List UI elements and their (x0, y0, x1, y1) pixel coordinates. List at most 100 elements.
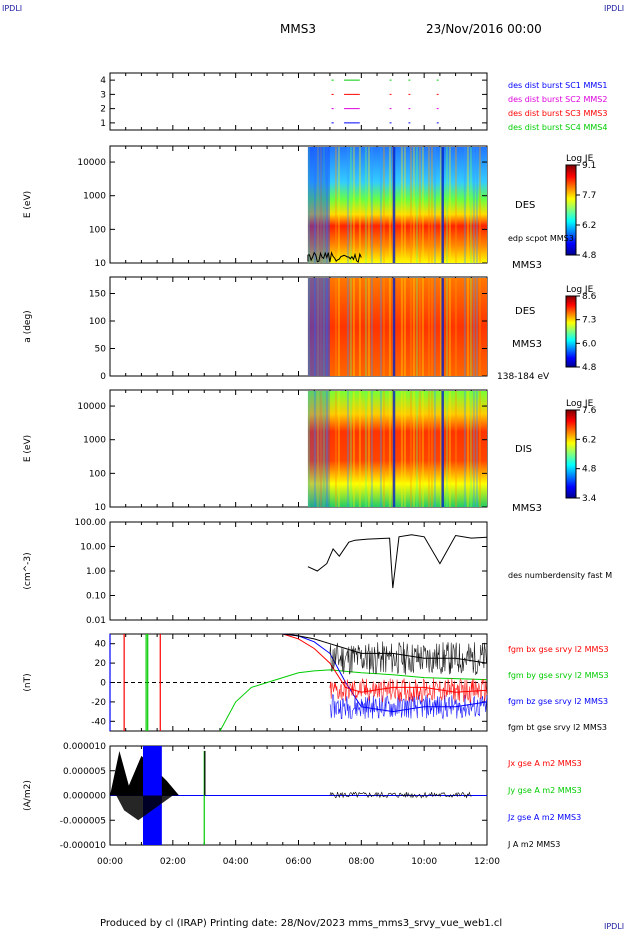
spectrogram-stripe (349, 147, 352, 263)
spectrogram-stripe (388, 391, 391, 507)
y-tick-label: 40 (95, 640, 107, 650)
scpot-trace (307, 251, 362, 264)
panel-frame-burst (109, 72, 488, 131)
corner-label-left: IPDLI (2, 4, 23, 13)
y-tick-label: -20 (91, 698, 106, 708)
colorbar-title: Log JE (566, 399, 594, 409)
spectrogram-stripe (418, 147, 421, 263)
spectrogram-stripe (307, 147, 310, 263)
spectrogram-stripe (337, 391, 340, 507)
current-noise (329, 791, 472, 799)
spectrogram-stripe (337, 147, 340, 263)
density-line (307, 534, 488, 589)
spectrogram-stripe (400, 147, 403, 263)
y-tick-label: 150 (89, 290, 106, 300)
spectrogram-stripe (427, 391, 430, 507)
legend-entry: Jy gse A m2 MMS3 (507, 786, 582, 795)
scpot-label: edp scpot MMS3 (508, 234, 574, 243)
legend-entry: Jz gse A m2 MMS3 (507, 813, 581, 822)
spectrogram-stripe (388, 278, 391, 376)
spectrogram-stripe (472, 278, 475, 376)
colorbar-tick-label: 3.4 (582, 494, 597, 504)
spectrogram-stripe (427, 147, 430, 263)
spectrogram-stripe (454, 278, 457, 376)
spectrogram-stripe (322, 391, 325, 507)
y-tick-label: 1000 (83, 192, 106, 202)
y-tick-label: 10 (95, 259, 107, 269)
x-tick-label: 08:00 (348, 857, 374, 867)
y-tick-label: 0.000005 (63, 767, 106, 777)
y-tick-label: 0 (100, 372, 106, 382)
spectrogram-stripe (325, 147, 328, 263)
y-tick-label: 0.000000 (63, 792, 106, 802)
x-tick-label: 06:00 (286, 857, 312, 867)
y-tick-label: 4 (100, 76, 106, 86)
spectrogram-gap (392, 147, 396, 263)
field-noise (329, 678, 488, 703)
spectrogram-stripe (439, 391, 442, 507)
legend-entry: fgm bz gse srvy l2 MMS3 (508, 697, 608, 706)
field-noise (329, 641, 488, 676)
y-tick-label: 100 (89, 469, 106, 479)
colorbar-title: Log JE (566, 154, 594, 164)
spectrogram-stripe (352, 391, 355, 507)
spectrogram-stripe (415, 391, 418, 507)
x-tick-label: 12:00 (474, 857, 500, 867)
spectrogram-stripe (358, 391, 361, 507)
spacecraft-label: MMS3 (512, 339, 542, 350)
colorbar-tick-label: 6.2 (582, 435, 596, 445)
colorbar-title: Log JE (566, 285, 594, 295)
x-tick-label: 02:00 (160, 857, 186, 867)
spectrogram-stripe (454, 391, 457, 507)
spectrogram-stripe (409, 147, 412, 263)
spectrogram-stripe (412, 391, 415, 507)
spectrogram-stripe (469, 391, 472, 507)
spectrogram-stripe (313, 147, 316, 263)
spectrogram-stripe (325, 391, 328, 507)
spectrogram-stripe (463, 278, 466, 376)
spectrogram-stripe (418, 391, 421, 507)
spectrogram-stripe (409, 278, 412, 376)
spectrogram-early (307, 391, 330, 507)
spectrogram-stripe (364, 391, 367, 507)
spectrogram-stripe (307, 391, 310, 507)
spectrogram-stripe (433, 147, 436, 263)
spectrogram-stripe (439, 147, 442, 263)
spectrogram-fill (307, 147, 487, 263)
spectrogram-stripe (472, 147, 475, 263)
y-tick-label: 10 (95, 503, 107, 513)
y-axis-label: E (eV) (23, 435, 33, 462)
current-envelope-neg (116, 795, 173, 821)
spectrogram-stripe (346, 391, 349, 507)
legend-entry: des numberdensity fast M (508, 571, 612, 580)
spectrogram-stripe (370, 391, 373, 507)
legend-entry: des dist burst SC2 MMS2 (508, 95, 607, 104)
spectrogram-fill (307, 391, 487, 507)
spectrogram-gap (441, 147, 444, 263)
y-axis-label: E (eV) (23, 191, 33, 218)
legend-entry: fgm by gse srvy l2 MMS3 (508, 671, 609, 680)
y-tick-label: 0.10 (86, 592, 106, 602)
spectrogram-stripe (346, 278, 349, 376)
spectrogram-stripe (400, 278, 403, 376)
spectrogram-gap (441, 391, 444, 507)
corner-label-right: IPDLI (604, 4, 625, 13)
colorbar-tick-label: 4.8 (582, 465, 597, 475)
spectrogram-stripe (367, 391, 370, 507)
spectrogram-gap (441, 278, 444, 376)
spectrogram-stripe (346, 147, 349, 263)
spectrogram-stripe (418, 278, 421, 376)
header-spacecraft: MMS3 (280, 22, 316, 36)
legend-entry: J A m2 MMS3 (507, 840, 560, 849)
spectrogram-stripe (370, 147, 373, 263)
y-tick-label: 100 (89, 317, 106, 327)
spectrogram-gap (392, 391, 396, 507)
spectrogram-stripe (319, 391, 322, 507)
spectrogram-stripe (319, 147, 322, 263)
y-tick-label: -40 (91, 717, 106, 727)
colorbar-tick-label: 4.8 (582, 251, 597, 261)
spectrogram-stripe (478, 278, 481, 376)
spectrogram-stripe (349, 391, 352, 507)
y-tick-label: 10000 (77, 402, 106, 412)
